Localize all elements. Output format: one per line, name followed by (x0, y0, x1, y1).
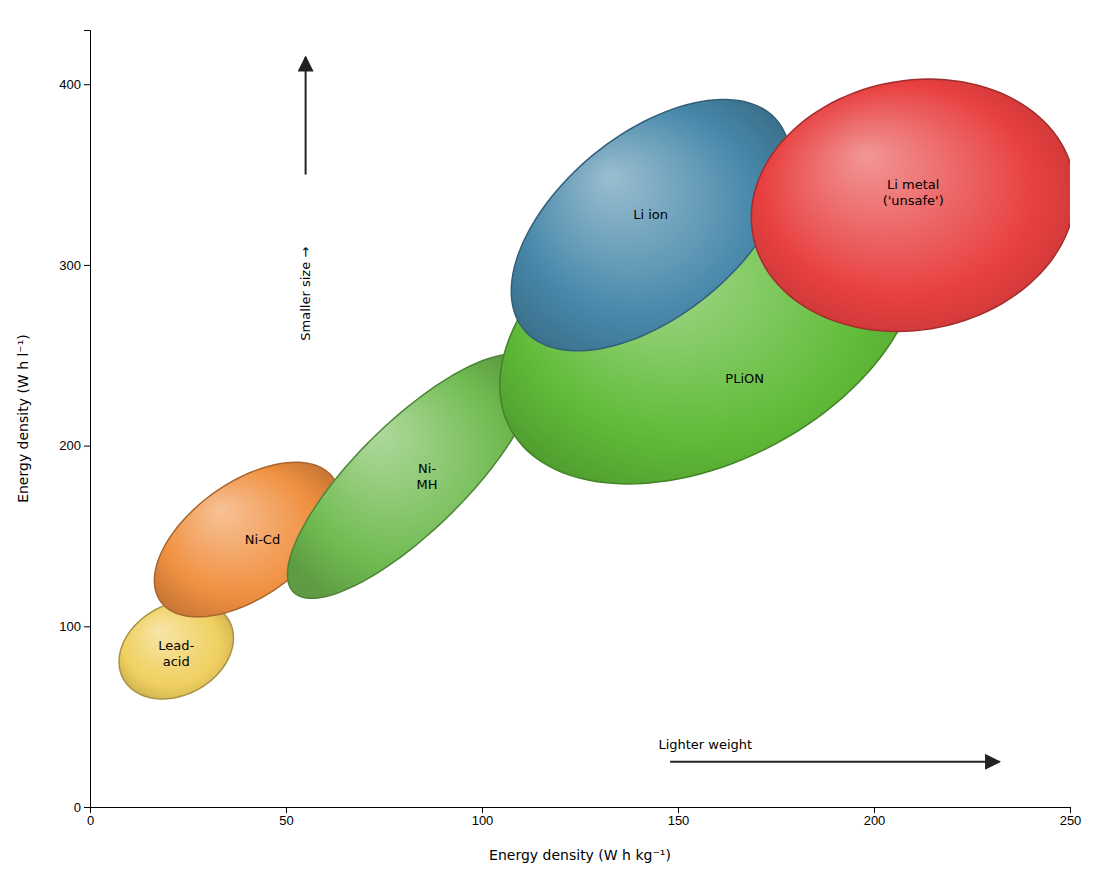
ellipse-label: Li metal('unsafe') (883, 177, 944, 208)
y-tick-mark (84, 265, 90, 266)
annotation-arrow (305, 57, 307, 174)
annotations: Smaller size → Lighter weight (298, 57, 999, 762)
x-tick-mark (874, 807, 875, 813)
x-tick-label: 250 (1060, 813, 1082, 828)
x-axis-title: Energy density (W h kg⁻¹) (489, 847, 671, 863)
x-tick: 200 (864, 807, 886, 828)
ellipse-labels: Lead-acid Ni-Cd Ni-MH PLiON Li ion Li metal('… (158, 177, 943, 668)
ellipse (511, 100, 790, 351)
plot-area (119, 79, 1070, 699)
y-tick-mark (84, 84, 90, 85)
x-tick-mark (482, 807, 483, 813)
y-tick-mark (84, 626, 90, 627)
x-tick-mark (286, 807, 287, 813)
y-tick-label: 400 (59, 77, 81, 92)
x-axis: 0 50 100 150 200 250 (87, 807, 1081, 828)
ellipse-label: PLiON (725, 371, 764, 386)
x-tick: 0 (87, 807, 94, 828)
chart: 0 50 100 150 200 250 0 100 200 300 400 Energy densi… (0, 0, 1110, 882)
y-tick-mark (84, 446, 90, 447)
x-tick-label: 200 (864, 813, 886, 828)
y-tick: 400 (59, 77, 90, 92)
x-tick: 150 (668, 807, 690, 828)
y-tick-label: 300 (59, 258, 81, 273)
ellipse (751, 79, 1070, 331)
annotation-arrow (670, 761, 999, 763)
y-tick: 200 (59, 438, 90, 453)
y-tick: 100 (59, 619, 90, 634)
ellipse-label: Lead-acid (158, 638, 194, 669)
annotation-text: Lighter weight (658, 737, 752, 752)
x-tick: 100 (472, 807, 494, 828)
x-tick-label: 100 (472, 813, 494, 828)
y-tick: 300 (59, 258, 90, 273)
x-axis-line (91, 808, 1071, 814)
y-tick-label: 100 (59, 619, 81, 634)
x-tick-mark (678, 807, 679, 813)
x-tick-label: 50 (279, 813, 293, 828)
y-tick-label: 0 (74, 800, 81, 815)
y-axis: 0 100 200 300 400 (59, 31, 90, 815)
x-tick-label: 0 (87, 813, 94, 828)
x-tick: 250 (1060, 807, 1082, 828)
x-tick-mark (1070, 807, 1071, 813)
ellipse-label: Li ion (633, 207, 668, 222)
ellipse (287, 354, 535, 598)
y-axis-line (84, 31, 91, 808)
y-tick-mark (84, 807, 90, 808)
y-tick: 0 (74, 800, 90, 815)
x-tick-label: 150 (668, 813, 690, 828)
ellipse-label: Ni-MH (417, 461, 438, 492)
annotation-text: Smaller size → (298, 247, 313, 341)
x-tick: 50 (279, 807, 293, 828)
y-axis-title: Energy density (W h l⁻¹) (15, 334, 31, 503)
ellipse-label: Ni-Cd (245, 532, 280, 547)
y-tick-label: 200 (59, 438, 81, 453)
